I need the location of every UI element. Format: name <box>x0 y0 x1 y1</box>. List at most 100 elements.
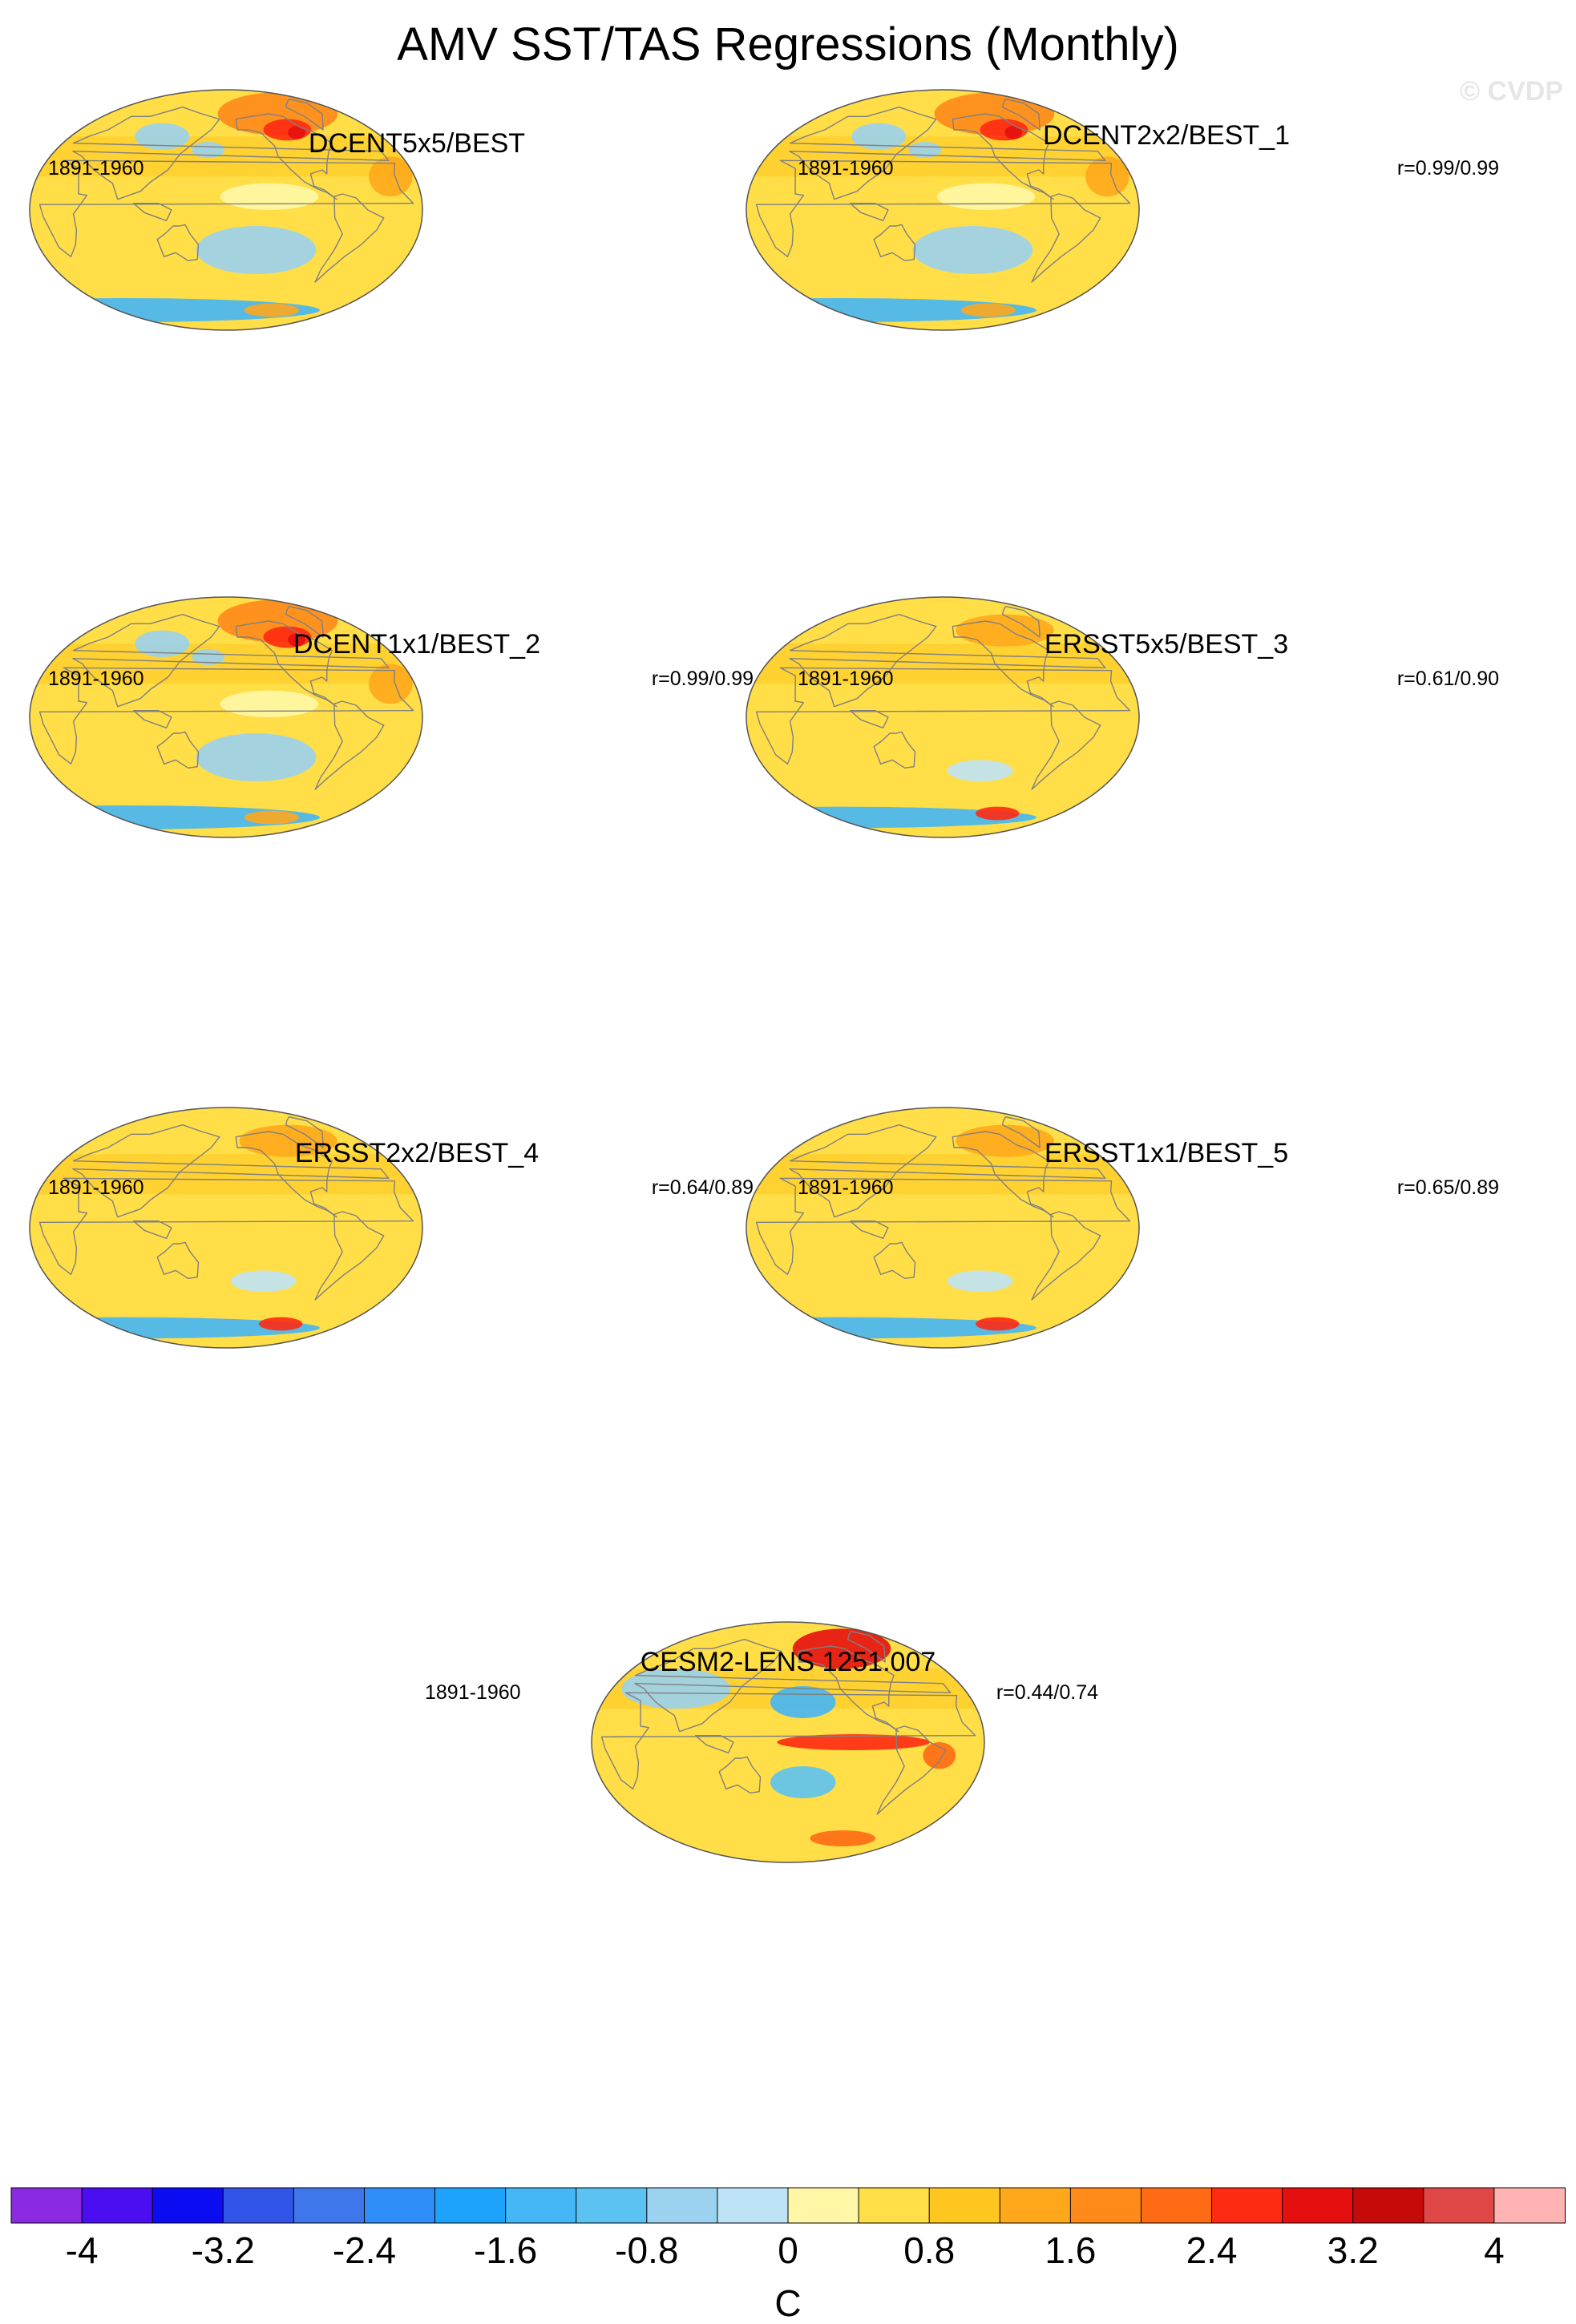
coastline <box>600 1692 976 1790</box>
anomaly-region <box>912 226 1033 274</box>
panel-period: 1891-1960 <box>798 157 894 180</box>
anomaly-region <box>960 303 1016 317</box>
colorbar-tick-label: 0.8 <box>903 2229 955 2271</box>
panel-period: 1891-1960 <box>798 668 894 690</box>
coastline <box>755 159 1131 257</box>
anomaly-region <box>810 1830 876 1846</box>
anomaly-region <box>192 649 225 665</box>
map-panel: CESM2-LENS 1251.007 1891-1960 r=0.44/0.74 <box>425 1621 1098 1863</box>
regression-field <box>30 90 422 330</box>
colorbar-swatch <box>1069 2187 1142 2224</box>
zonal-band <box>30 644 422 684</box>
colorbar-swatch <box>928 2187 1001 2224</box>
coastline <box>847 1630 886 1663</box>
coastline <box>952 620 1054 708</box>
coastline <box>156 731 200 769</box>
coastline <box>38 667 414 765</box>
regression-field <box>592 1622 984 1862</box>
coastline <box>38 159 414 257</box>
coastline <box>72 614 390 708</box>
coastline <box>694 1734 734 1754</box>
colorbar-swatch <box>81 2187 154 2224</box>
colorbar-swatch <box>646 2187 718 2224</box>
anomaly-region <box>192 142 225 158</box>
panel-period: 1891-1960 <box>48 157 144 180</box>
coastline <box>132 1220 172 1240</box>
panel-period: 1891-1960 <box>48 668 144 690</box>
anomaly-region <box>920 684 1053 751</box>
coastline <box>1031 700 1101 790</box>
anomaly-region <box>258 1317 303 1331</box>
anomaly-region <box>975 1317 1020 1331</box>
colorbar-swatch <box>152 2187 224 2224</box>
regression-field <box>746 1108 1139 1348</box>
anomaly-region <box>204 1194 336 1261</box>
anomaly-region <box>947 1270 1013 1292</box>
anomaly-region <box>621 1668 731 1709</box>
panel-period: 1891-1960 <box>798 1176 894 1199</box>
panel-correlation: r=0.44/0.74 <box>996 1681 1098 1704</box>
colorbar-swatch <box>363 2187 436 2224</box>
anomaly-region <box>135 630 190 657</box>
panel-correlation: r=0.99/0.99 <box>652 668 754 690</box>
colorbar-swatch <box>293 2187 366 2224</box>
anomaly-region <box>746 1317 1037 1339</box>
anomaly-region <box>975 806 1020 821</box>
coastline <box>789 614 1106 708</box>
anomaly-region <box>947 760 1013 782</box>
regression-field <box>746 597 1139 837</box>
anomaly-region <box>770 1686 836 1718</box>
panel-period: 1891-1960 <box>425 1681 521 1704</box>
coastline <box>873 1241 916 1280</box>
map-border <box>29 596 423 838</box>
coastline <box>132 710 172 728</box>
anomaly-region <box>244 810 299 825</box>
colorbar-unit-label: C <box>774 2282 801 2324</box>
anomaly-region <box>196 226 317 274</box>
anomaly-region <box>239 1124 337 1157</box>
coastline <box>235 620 337 708</box>
anomaly-region <box>1004 126 1023 139</box>
colorbar-swatch <box>10 2187 83 2224</box>
coastline <box>1001 1116 1041 1148</box>
anomaly-region <box>220 183 319 210</box>
colorbar-swatch <box>1282 2187 1354 2224</box>
anomaly-region <box>30 298 320 322</box>
coastline <box>873 224 916 261</box>
panel-title: DCENT2x2/BEST_1 <box>1043 120 1290 151</box>
colorbar-swatch <box>999 2187 1072 2224</box>
coastline <box>235 113 337 200</box>
coastline <box>755 1177 1131 1276</box>
cvdp-watermark: © CVDP <box>1460 76 1563 107</box>
anomaly-region <box>792 1628 891 1669</box>
figure-title: AMV SST/TAS Regressions (Monthly) <box>397 18 1179 71</box>
anomaly-region <box>908 142 942 158</box>
anomaly-region <box>288 126 306 139</box>
anomaly-region <box>135 123 190 150</box>
map-panel: DCENT2x2/BEST_1 1891-1960 r=0.99/0.99 <box>746 89 1499 331</box>
colorbar-tick-label: 3.2 <box>1327 2229 1379 2271</box>
coastline <box>849 710 889 728</box>
coastline <box>755 667 1131 765</box>
panel-correlation: r=0.99/0.99 <box>1397 157 1499 180</box>
coastline <box>314 1211 385 1301</box>
colorbar-swatch <box>1493 2187 1566 2224</box>
coastline <box>952 1131 1054 1218</box>
anomaly-region <box>936 183 1036 210</box>
anomaly-region <box>288 633 306 647</box>
panel-period: 1891-1960 <box>48 1176 144 1199</box>
anomaly-region <box>851 123 907 150</box>
colorbar-tick-label: 0 <box>778 2229 798 2271</box>
anomaly-region <box>777 1734 930 1750</box>
coastline <box>285 1116 324 1148</box>
coastline <box>132 202 172 221</box>
panel-title: CESM2-LENS 1251.007 <box>641 1647 936 1677</box>
anomaly-region <box>220 690 319 717</box>
coastline <box>314 700 385 790</box>
coastline <box>156 1241 200 1280</box>
anomaly-region <box>230 1270 297 1292</box>
coastline <box>72 1124 390 1218</box>
map-border <box>29 89 423 331</box>
panel-correlation: r=0.61/0.90 <box>1397 668 1499 690</box>
zonal-band <box>30 1154 422 1195</box>
